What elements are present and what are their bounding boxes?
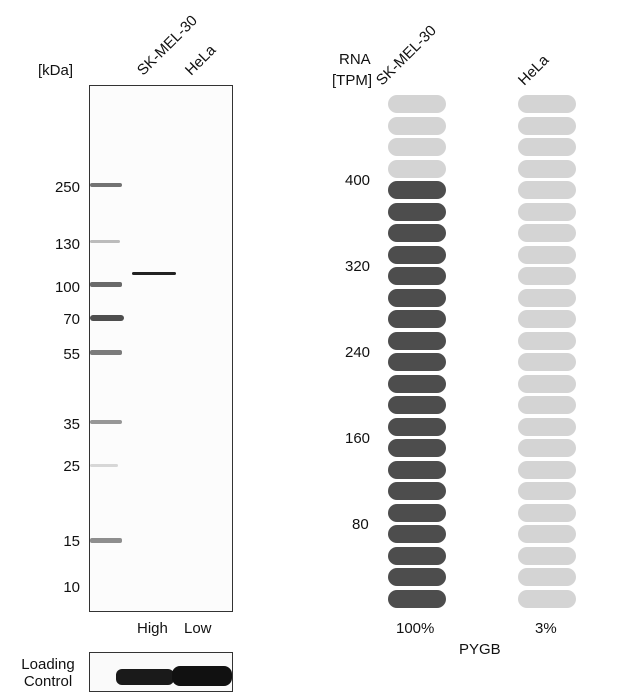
y-tick-160: 160 [345,430,371,447]
rna-unit-sk-mel-30-4 [388,525,446,543]
rna-unit-hela-13 [518,331,576,350]
rna-unit-hela-5 [518,503,576,522]
rna-unit-hela-16 [518,267,576,285]
rna-unit-hela-23 [518,116,576,135]
loading-control-label-line2: Control [23,673,73,690]
y-tick-80: 80 [352,516,369,533]
lane-label-hela: HeLa [181,41,220,79]
rna-unit-sk-mel-30-18 [388,224,446,242]
rna-unit-hela-3 [518,546,576,565]
rna-lane-label-sk-mel-30: SK-MEL-30 [372,22,440,90]
percent-label-hela: 3% [535,620,557,637]
loading-band-hela [172,666,232,686]
rna-unit-hela-10 [518,396,576,414]
rna-lane-label-hela: HeLa [514,51,553,89]
rna-unit-sk-mel-30-20 [388,181,446,199]
rna-unit-hela-8 [518,439,576,457]
rna-unit-sk-mel-30-23 [388,116,446,135]
y-tick-240: 240 [345,344,371,361]
rna-unit-sk-mel-30-2 [388,568,446,586]
ladder-band-70 [90,315,124,321]
ladder-band-130 [90,240,120,243]
loading-control-label-line1: Loading [21,656,75,673]
loading-control-blot [89,652,233,692]
rna-unit-hela-9 [518,417,576,436]
rna-unit-sk-mel-30-17 [388,245,446,264]
rna-unit-hela-2 [518,568,576,586]
rna-unit-hela-6 [518,482,576,500]
expression-label-low: Low [184,620,212,637]
rna-unit-sk-mel-30-7 [388,460,446,479]
rna-unit-sk-mel-30-21 [388,159,446,178]
rna-unit-hela-21 [518,159,576,178]
kda-unit-label: [kDa] [38,62,74,79]
rna-axis-label-line1: RNA [339,51,371,68]
marker-label-55: 55 [63,346,80,363]
rna-unit-sk-mel-30-12 [388,353,446,371]
rna-unit-sk-mel-30-24 [388,95,446,113]
rna-unit-hela-11 [518,374,576,393]
ladder-band-25 [90,464,118,467]
loading-band-sk-mel-30 [116,669,174,685]
gene-name-label: PYGB [459,641,501,658]
rna-unit-sk-mel-30-19 [388,202,446,221]
ladder-band-250 [90,183,122,187]
ladder-band-35 [90,420,122,424]
rna-axis-label-line2: [TPM] [332,72,372,89]
percent-label-sk-mel-30: 100% [396,620,435,637]
rna-unit-hela-1 [518,589,576,608]
western-blot-image [89,85,233,612]
marker-label-130: 130 [54,236,80,253]
rna-unit-hela-14 [518,310,576,328]
rna-unit-hela-15 [518,288,576,307]
ladder-band-100 [90,282,122,287]
rna-unit-hela-22 [518,138,576,156]
rna-unit-hela-20 [518,181,576,199]
rna-unit-sk-mel-30-1 [388,589,446,608]
rna-unit-sk-mel-30-6 [388,482,446,500]
rna-unit-sk-mel-30-11 [388,374,446,393]
marker-label-10: 10 [63,579,80,596]
rna-unit-sk-mel-30-13 [388,331,446,350]
y-tick-400: 400 [345,172,371,189]
sample-band-sk-mel-30 [132,272,176,275]
rna-unit-hela-4 [518,525,576,543]
marker-label-70: 70 [63,311,80,328]
rna-unit-sk-mel-30-22 [388,138,446,156]
rna-unit-sk-mel-30-10 [388,396,446,414]
ladder-band-15 [90,538,122,543]
marker-label-15: 15 [63,533,80,550]
blot-bands [90,183,176,543]
rna-unit-hela-17 [518,245,576,264]
rna-unit-sk-mel-30-5 [388,503,446,522]
ladder-band-55 [90,350,122,355]
y-tick-320: 320 [345,258,371,275]
rna-unit-sk-mel-30-16 [388,267,446,285]
rna-unit-sk-mel-30-15 [388,288,446,307]
marker-label-25: 25 [63,458,80,475]
rna-unit-hela-19 [518,202,576,221]
marker-label-100: 100 [54,279,80,296]
rna-unit-sk-mel-30-8 [388,439,446,457]
rna-unit-sk-mel-30-9 [388,417,446,436]
rna-unit-sk-mel-30-3 [388,546,446,565]
rna-unit-hela-24 [518,95,576,113]
rna-unit-sk-mel-30-14 [388,310,446,328]
loading-control-bands [116,666,232,686]
rna-unit-hela-18 [518,224,576,242]
rna-unit-hela-7 [518,460,576,479]
expression-label-high: High [137,620,168,637]
marker-label-250: 250 [54,179,80,196]
marker-label-35: 35 [63,416,80,433]
rna-unit-hela-12 [518,353,576,371]
